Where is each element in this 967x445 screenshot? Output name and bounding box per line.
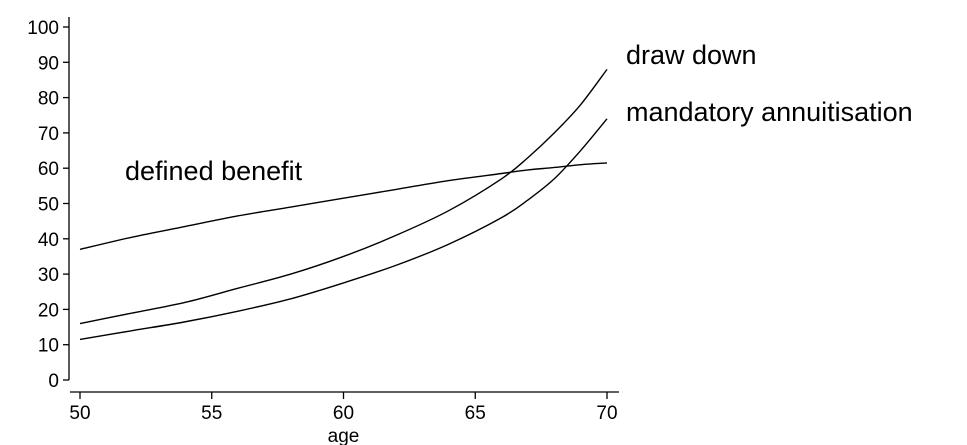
x-tick-label: 65	[465, 403, 486, 424]
labels-layer: draw down mandatory annuitisation defined …	[125, 40, 913, 186]
series-label-mandatory-annuitisation: mandatory annuitisation	[626, 97, 913, 127]
series-line-draw-down	[79, 68, 608, 325]
y-tick-label: 10	[38, 336, 59, 357]
y-tick-label: 20	[38, 300, 59, 321]
y-tick-label: 60	[38, 159, 59, 180]
series-line-mandatory-annuitisation	[79, 118, 608, 341]
series-line-defined-benefit	[79, 162, 608, 251]
series-label-draw-down: draw down	[626, 40, 757, 70]
lines-layer	[79, 68, 608, 341]
x-axis-title: age	[328, 426, 360, 445]
x-tick-label: 50	[69, 403, 90, 424]
x-tick-label: 70	[596, 403, 617, 424]
y-tick-label: 80	[38, 89, 59, 110]
y-tick-label: 50	[38, 195, 59, 216]
x-tick-label: 55	[201, 403, 222, 424]
axes-layer: 0 10 20 30 40 50 60 70 80 90 100 50 55 60 65 70 age	[27, 17, 619, 445]
x-tick-label: 60	[333, 403, 354, 424]
y-tick-label: 40	[38, 230, 59, 251]
y-tick-label: 70	[38, 124, 59, 145]
y-tick-label: 90	[38, 53, 59, 74]
series-label-defined-benefit: defined benefit	[125, 156, 303, 186]
y-tick-label: 0	[48, 371, 59, 392]
y-tick-label: 100	[27, 18, 59, 39]
y-tick-label: 30	[38, 265, 59, 286]
